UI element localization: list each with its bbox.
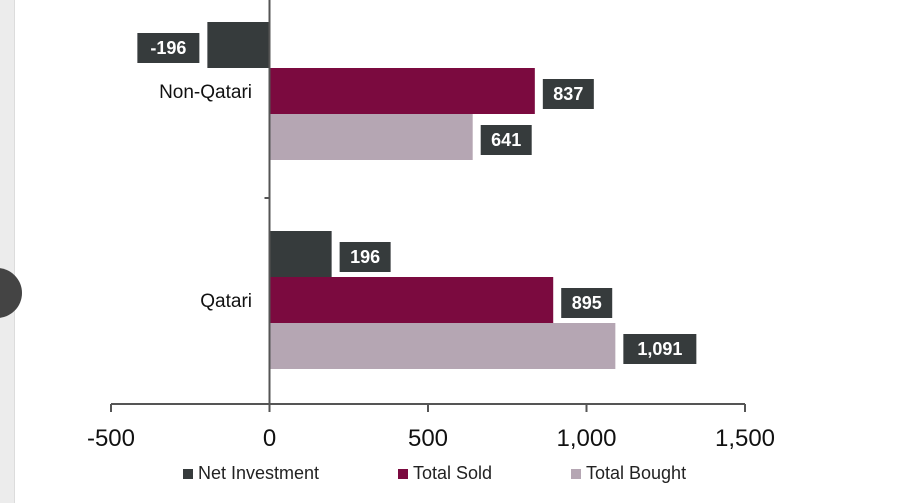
legend-item-net-investment: Net Investment (183, 463, 319, 484)
labels-layer: -196 837 641 196 895 1,091 (137, 33, 697, 364)
bar-chart: Non-Qatari Qatari -500 0 500 1,000 1,500 -196 8… (87, 0, 775, 452)
legend-item-total-bought: Total Bought (571, 463, 686, 484)
data-label-non-qatari-net-investment: -196 (150, 38, 186, 58)
legend-label-net-investment: Net Investment (198, 463, 320, 483)
bar-qatari-total-bought (269, 323, 616, 369)
legend-label-total-bought: Total Bought (586, 463, 687, 483)
data-label-box-qatari-total-bought (623, 334, 697, 364)
left-edge-divider (14, 0, 15, 503)
axes-layer: Non-Qatari Qatari -500 0 500 1,000 1,500 (87, 0, 775, 452)
x-tick-label-2: 500 (408, 425, 448, 452)
data-label-box-non-qatari-total-bought (480, 125, 532, 155)
chart-legend: Net Investment Total Sold Total Bought (0, 463, 905, 489)
x-tick-label-0: -500 (87, 425, 135, 452)
data-label-non-qatari-total-bought: 641 (491, 130, 521, 150)
side-scroll-handle[interactable] (0, 268, 22, 318)
bar-qatari-net-investment (269, 231, 332, 277)
bars-layer (207, 22, 616, 369)
bar-non-qatari-net-investment (207, 22, 270, 68)
category-label-qatari: Qatari (200, 291, 252, 312)
data-label-box-qatari-net-investment (339, 242, 391, 272)
data-label-qatari-total-bought: 1,091 (637, 339, 682, 359)
data-label-qatari-net-investment: 196 (350, 247, 380, 267)
data-label-qatari-total-sold: 895 (572, 293, 602, 313)
data-label-non-qatari-total-sold: 837 (553, 84, 583, 104)
legend-item-total-sold: Total Sold (398, 463, 492, 484)
bar-non-qatari-total-bought (269, 114, 473, 160)
x-tick-label-3: 1,000 (556, 425, 616, 452)
legend-swatch-total-sold (398, 468, 408, 479)
legend-label-total-sold: Total Sold (413, 463, 493, 483)
bar-qatari-total-sold (269, 277, 554, 323)
data-label-box-non-qatari-net-investment (137, 33, 200, 63)
bar-non-qatari-total-sold (269, 68, 535, 114)
x-tick-label-4: 1,500 (715, 425, 775, 452)
category-label-non-qatari: Non-Qatari (159, 82, 252, 103)
x-tick-label-1: 0 (263, 425, 276, 452)
left-edge-strip (0, 0, 14, 503)
legend-swatch-net-investment (183, 468, 193, 479)
data-label-box-non-qatari-total-sold (542, 79, 594, 109)
legend-swatch-total-bought (571, 468, 581, 479)
data-label-box-qatari-total-sold (561, 288, 613, 318)
